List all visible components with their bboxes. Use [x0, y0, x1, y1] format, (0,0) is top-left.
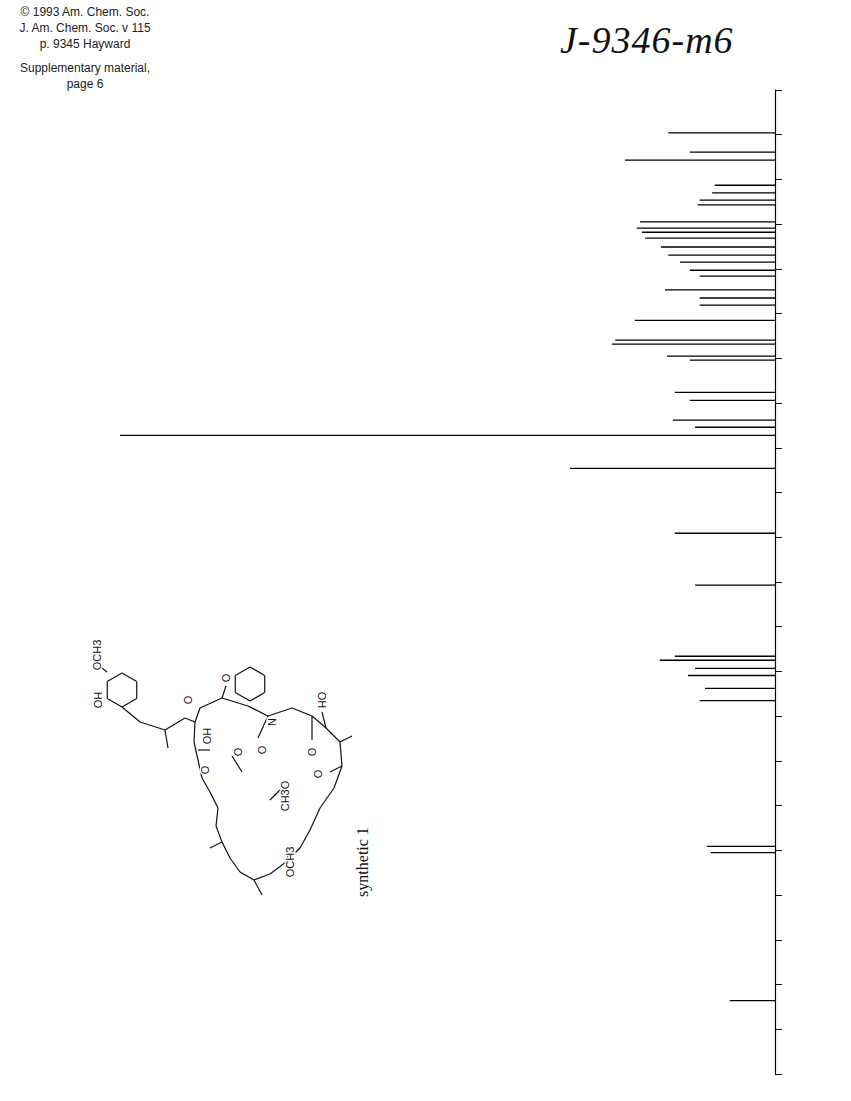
html-text:p. 9345 Hayward: p. 9345 Hayward [39, 37, 131, 51]
svg-text:OCH3: OCH3 [91, 640, 103, 671]
svg-text:O: O [312, 769, 324, 778]
svg-text:O: O [232, 747, 244, 756]
html-text:page 6: page 6 [66, 77, 104, 91]
svg-text:O: O [182, 695, 194, 704]
svg-text:OCH3: OCH3 [284, 847, 296, 878]
svg-text:O: O [199, 765, 211, 774]
html-text:J-9346-m6: J-9346-m6 [560, 19, 734, 61]
svg-text:OH: OH [92, 692, 104, 709]
html-text:Supplementary material,: Supplementary material, [20, 61, 150, 75]
svg-text:OH: OH [201, 728, 213, 745]
svg-text:synthetic 1: synthetic 1 [354, 827, 372, 897]
svg-text:O: O [306, 747, 318, 756]
svg-text:N: N [266, 718, 278, 726]
svg-text:HO: HO [316, 691, 328, 708]
html-text:J. Am. Chem. Soc. v 115: J. Am. Chem. Soc. v 115 [19, 21, 151, 35]
svg-text:O: O [256, 745, 268, 754]
svg-text:O: O [220, 673, 232, 682]
svg-text:CH3O: CH3O [279, 780, 291, 811]
html-text:© 1993 Am. Chem. Soc.: © 1993 Am. Chem. Soc. [20, 5, 150, 19]
